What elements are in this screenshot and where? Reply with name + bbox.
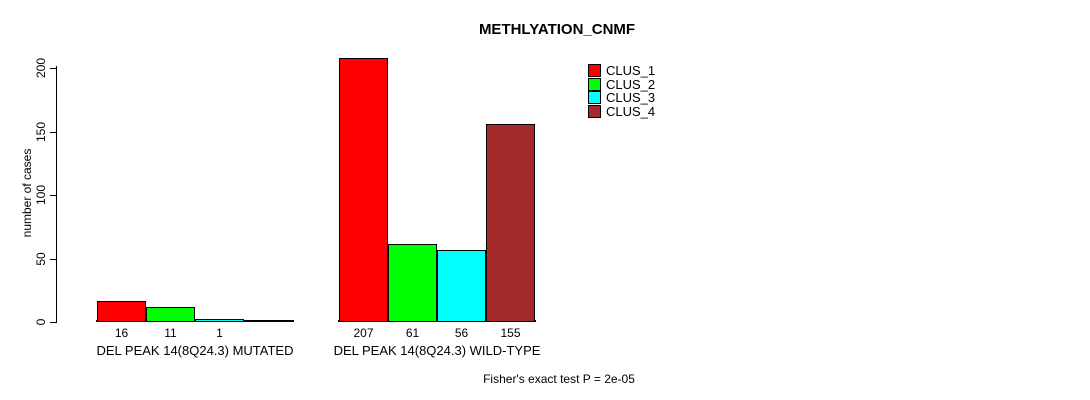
bar bbox=[486, 124, 535, 322]
chart-title: METHLYATION_CNMF bbox=[478, 21, 636, 38]
bar-value-label: 1 bbox=[216, 326, 223, 340]
legend-item: CLUS_1 bbox=[588, 64, 655, 78]
bar bbox=[195, 319, 244, 322]
bar-value-label: 16 bbox=[114, 326, 129, 340]
bar-value-label: 61 bbox=[405, 326, 420, 340]
y-tick-label: 100 bbox=[34, 184, 48, 206]
legend-swatch bbox=[588, 91, 601, 105]
legend-label: CLUS_4 bbox=[606, 103, 656, 119]
bar bbox=[339, 58, 388, 322]
y-tick bbox=[50, 259, 57, 260]
y-tick-label: 50 bbox=[34, 252, 48, 266]
y-tick-label: 150 bbox=[34, 121, 48, 143]
bar-value-label: 155 bbox=[500, 326, 521, 340]
y-axis-label: number of cases bbox=[20, 148, 34, 238]
legend-label: CLUS_3 bbox=[606, 90, 656, 106]
y-tick bbox=[50, 195, 57, 196]
y-tick bbox=[50, 322, 57, 323]
stat-annotation: Fisher's exact test P = 2e-05 bbox=[483, 372, 635, 386]
bar-value-label: 207 bbox=[353, 326, 374, 340]
legend-item: CLUS_3 bbox=[588, 91, 655, 105]
bar bbox=[97, 301, 146, 322]
y-tick-label: 0 bbox=[34, 318, 48, 326]
legend-label: CLUS_1 bbox=[606, 63, 656, 79]
legend: CLUS_1 CLUS_2 CLUS_3 CLUS_4 bbox=[588, 64, 655, 118]
y-axis-line bbox=[56, 66, 57, 322]
bar bbox=[146, 307, 195, 322]
group-label: DEL PEAK 14(8Q24.3) WILD-TYPE bbox=[333, 343, 541, 358]
bar-value-label: 56 bbox=[454, 326, 469, 340]
legend-swatch bbox=[588, 77, 601, 91]
legend-swatch bbox=[588, 104, 601, 118]
legend-item: CLUS_4 bbox=[588, 103, 656, 119]
bar bbox=[437, 250, 486, 322]
group-label: DEL PEAK 14(8Q24.3) MUTATED bbox=[96, 343, 294, 358]
bar-value-label: 11 bbox=[164, 326, 177, 340]
legend-item: CLUS_2 bbox=[588, 76, 656, 92]
legend-swatch bbox=[588, 64, 601, 78]
bar bbox=[388, 244, 437, 322]
y-tick-label: 200 bbox=[34, 57, 48, 79]
y-tick bbox=[50, 132, 57, 133]
y-tick bbox=[50, 68, 57, 69]
legend-label: CLUS_2 bbox=[606, 76, 656, 92]
